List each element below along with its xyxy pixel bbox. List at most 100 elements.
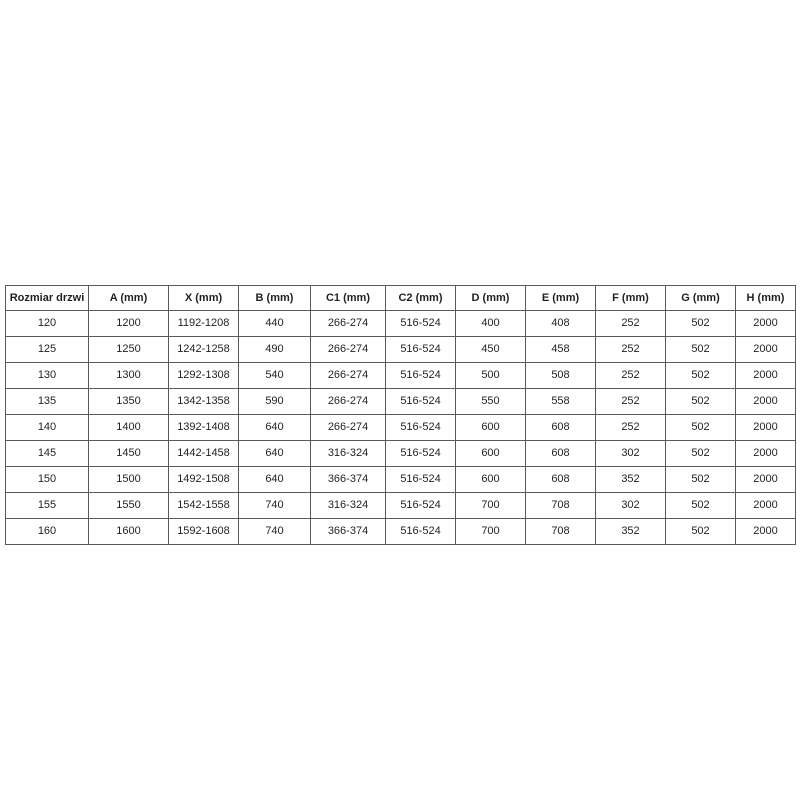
cell-door-size: 150: [5, 466, 89, 493]
table-cell: 590: [238, 388, 311, 415]
column-header-7: E (mm): [525, 285, 596, 311]
table-cell: 1500: [88, 466, 169, 493]
table-row: 160 1600 1592-1608 740 366-374 516-524 700 708 3…: [5, 518, 796, 545]
table-cell: 1542-1558: [168, 492, 239, 519]
table-cell: 640: [238, 440, 311, 467]
table-cell: 252: [595, 414, 666, 441]
table-row: 135 1350 1342-1358 590 266-274 516-524 550 558 2…: [5, 388, 796, 415]
table-cell: 558: [525, 388, 596, 415]
table-cell: 508: [525, 362, 596, 389]
table-cell: 400: [455, 310, 526, 337]
table-cell: 502: [665, 492, 736, 519]
table-cell: 2000: [735, 362, 796, 389]
table-cell: 408: [525, 310, 596, 337]
table-cell: 366-374: [310, 518, 386, 545]
table-cell: 2000: [735, 414, 796, 441]
column-header-1: A (mm): [88, 285, 169, 311]
table-cell: 1392-1408: [168, 414, 239, 441]
table-cell: 1192-1208: [168, 310, 239, 337]
table-row: 150 1500 1492-1508 640 366-374 516-524 600 608 3…: [5, 466, 796, 493]
cell-door-size: 155: [5, 492, 89, 519]
table-cell: 516-524: [385, 310, 456, 337]
column-header-3: B (mm): [238, 285, 311, 311]
table-cell: 266-274: [310, 388, 386, 415]
table-cell: 1600: [88, 518, 169, 545]
table-cell: 366-374: [310, 466, 386, 493]
table-cell: 266-274: [310, 310, 386, 337]
table-cell: 708: [525, 492, 596, 519]
cell-door-size: 125: [5, 336, 89, 363]
cell-door-size: 140: [5, 414, 89, 441]
table-cell: 502: [665, 466, 736, 493]
table-cell: 266-274: [310, 362, 386, 389]
table-cell: 640: [238, 414, 311, 441]
table-cell: 2000: [735, 440, 796, 467]
table-cell: 252: [595, 310, 666, 337]
table-cell: 1200: [88, 310, 169, 337]
cell-door-size: 130: [5, 362, 89, 389]
table-cell: 502: [665, 440, 736, 467]
table-cell: 2000: [735, 466, 796, 493]
table-cell: 2000: [735, 336, 796, 363]
table-cell: 500: [455, 362, 526, 389]
column-header-0: Rozmiar drzwi: [5, 285, 89, 311]
cell-door-size: 160: [5, 518, 89, 545]
table-cell: 700: [455, 518, 526, 545]
column-header-2: X (mm): [168, 285, 239, 311]
table-cell: 352: [595, 466, 666, 493]
table-cell: 2000: [735, 492, 796, 519]
table-cell: 302: [595, 492, 666, 519]
table-cell: 1292-1308: [168, 362, 239, 389]
table-cell: 1242-1258: [168, 336, 239, 363]
table-cell: 700: [455, 492, 526, 519]
cell-door-size: 145: [5, 440, 89, 467]
table-cell: 450: [455, 336, 526, 363]
table-cell: 600: [455, 414, 526, 441]
table-cell: 316-324: [310, 440, 386, 467]
table-cell: 608: [525, 440, 596, 467]
table-cell: 502: [665, 310, 736, 337]
table-cell: 1442-1458: [168, 440, 239, 467]
table-cell: 1592-1608: [168, 518, 239, 545]
column-header-6: D (mm): [455, 285, 526, 311]
door-size-specification-table: Rozmiar drzwi A (mm) X (mm) B (mm) C1 (mm) C2…: [5, 285, 796, 545]
table-row: 145 1450 1442-1458 640 316-324 516-524 600 608 3…: [5, 440, 796, 467]
table-cell: 740: [238, 518, 311, 545]
table-row: 130 1300 1292-1308 540 266-274 516-524 500 508 2…: [5, 362, 796, 389]
table-header-row: Rozmiar drzwi A (mm) X (mm) B (mm) C1 (mm) C2…: [5, 285, 796, 311]
table-cell: 740: [238, 492, 311, 519]
table-cell: 252: [595, 388, 666, 415]
table-row: 155 1550 1542-1558 740 316-324 516-524 700 708 3…: [5, 492, 796, 519]
table-cell: 316-324: [310, 492, 386, 519]
table-cell: 252: [595, 336, 666, 363]
table-cell: 502: [665, 388, 736, 415]
table-cell: 640: [238, 466, 311, 493]
table-cell: 502: [665, 362, 736, 389]
table-cell: 1492-1508: [168, 466, 239, 493]
specification-table-container: Rozmiar drzwi A (mm) X (mm) B (mm) C1 (mm) C2…: [5, 285, 796, 545]
table-cell: 516-524: [385, 466, 456, 493]
table-cell: 1250: [88, 336, 169, 363]
table-cell: 516-524: [385, 362, 456, 389]
table-cell: 550: [455, 388, 526, 415]
table-cell: 516-524: [385, 492, 456, 519]
table-cell: 608: [525, 466, 596, 493]
table-cell: 502: [665, 414, 736, 441]
table-cell: 2000: [735, 310, 796, 337]
table-cell: 1400: [88, 414, 169, 441]
table-cell: 2000: [735, 388, 796, 415]
table-cell: 600: [455, 440, 526, 467]
table-cell: 608: [525, 414, 596, 441]
table-cell: 352: [595, 518, 666, 545]
table-cell: 302: [595, 440, 666, 467]
table-cell: 2000: [735, 518, 796, 545]
table-cell: 516-524: [385, 388, 456, 415]
table-row: 125 1250 1242-1258 490 266-274 516-524 450 458 2…: [5, 336, 796, 363]
table-cell: 540: [238, 362, 311, 389]
table-header: Rozmiar drzwi A (mm) X (mm) B (mm) C1 (mm) C2…: [5, 285, 796, 311]
table-cell: 516-524: [385, 440, 456, 467]
column-header-8: F (mm): [595, 285, 666, 311]
table-row: 140 1400 1392-1408 640 266-274 516-524 600 608 2…: [5, 414, 796, 441]
table-cell: 516-524: [385, 336, 456, 363]
table-cell: 516-524: [385, 414, 456, 441]
